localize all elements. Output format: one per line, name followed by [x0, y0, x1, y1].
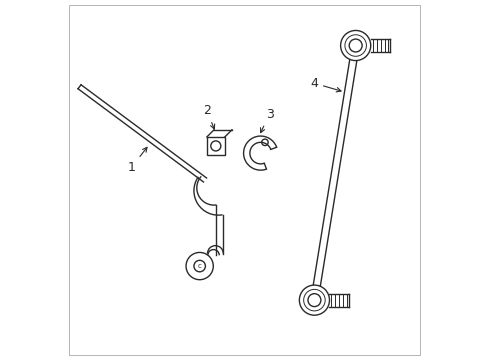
Text: 3: 3 [260, 108, 273, 132]
Text: 1: 1 [127, 147, 147, 174]
Bar [206, 137, 224, 155]
Text: 2: 2 [203, 104, 214, 129]
Text: c: c [197, 263, 201, 269]
Text: 4: 4 [309, 77, 340, 92]
